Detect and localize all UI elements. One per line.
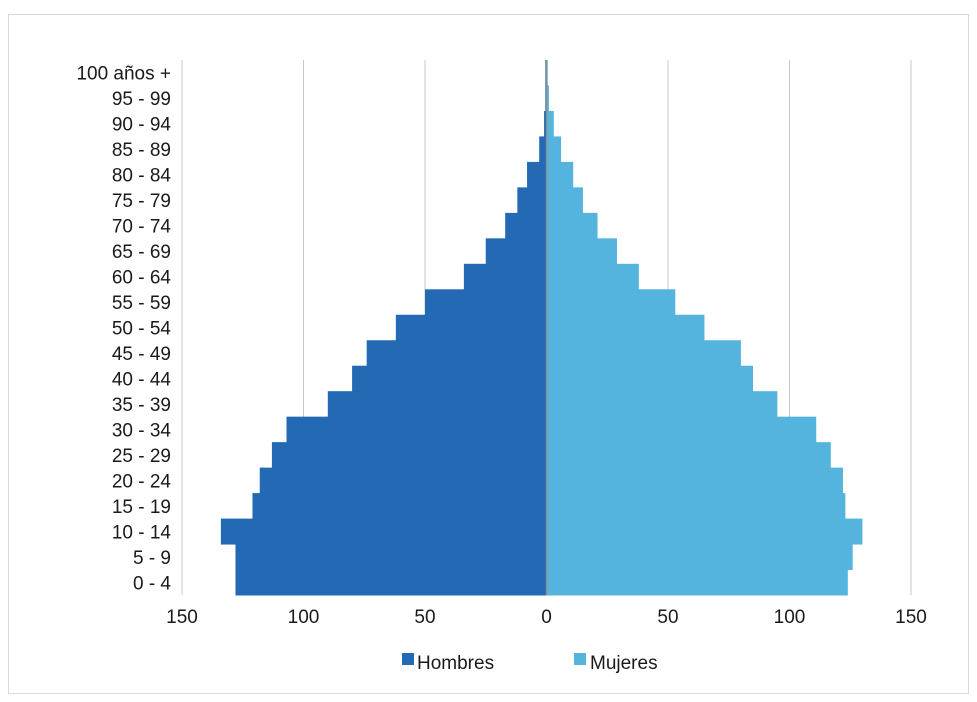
x-tick-label: 150 (166, 607, 198, 628)
legend: Hombres Mujeres (402, 653, 658, 674)
bar-hombres-0 (235, 569, 547, 596)
y-tick-label: 100 años + (76, 64, 171, 85)
legend-swatch-hombres (402, 653, 414, 665)
bar-hombres-6 (286, 416, 547, 443)
x-tick-label: 100 (288, 607, 320, 628)
legend-label-hombres: Hombres (417, 653, 494, 674)
y-tick-label: 85 - 89 (112, 140, 171, 161)
bar-mujeres-1 (546, 544, 853, 571)
y-tick-label: 25 - 29 (112, 446, 171, 467)
bar-mujeres-2 (546, 518, 863, 545)
y-tick-label: 15 - 19 (112, 497, 171, 518)
bar-hombres-7 (327, 391, 547, 418)
y-tick-label: 70 - 74 (112, 217, 172, 238)
bar-hombres-1 (235, 544, 547, 571)
y-tick-label: 55 - 59 (112, 293, 171, 314)
bars (220, 60, 863, 596)
bar-mujeres-10 (546, 314, 705, 341)
bar-hombres-14 (505, 212, 547, 239)
bar-hombres-8 (352, 365, 547, 392)
y-tick-label: 95 - 99 (112, 89, 171, 110)
x-tick-label: 50 (414, 607, 435, 628)
bar-hombres-5 (271, 442, 547, 469)
bar-mujeres-8 (546, 365, 754, 392)
bar-mujeres-3 (546, 493, 846, 520)
legend-swatch-mujeres (574, 653, 586, 665)
bar-mujeres-7 (546, 391, 778, 418)
y-tick-label: 65 - 69 (112, 242, 171, 263)
bar-mujeres-4 (546, 467, 843, 494)
y-tick-label: 50 - 54 (112, 319, 172, 340)
bar-hombres-13 (485, 238, 547, 265)
bar-hombres-15 (517, 187, 547, 214)
y-tick-label: 90 - 94 (112, 115, 172, 136)
x-tick-label: 150 (895, 607, 927, 628)
bar-hombres-17 (539, 136, 547, 163)
bar-mujeres-13 (546, 238, 617, 265)
bar-mujeres-19 (546, 85, 549, 112)
x-tick-label: 100 (774, 607, 806, 628)
bar-mujeres-12 (546, 263, 639, 290)
bar-hombres-2 (220, 518, 547, 545)
y-tick-label: 30 - 34 (112, 420, 172, 441)
bar-hombres-10 (395, 314, 547, 341)
bar-hombres-12 (463, 263, 547, 290)
bar-mujeres-15 (546, 187, 583, 214)
bar-mujeres-0 (546, 569, 848, 596)
y-tick-label: 0 - 4 (133, 573, 171, 594)
legend-label-mujeres: Mujeres (590, 653, 658, 674)
y-tick-label: 75 - 79 (112, 191, 171, 212)
bar-hombres-18 (544, 110, 547, 137)
x-tick-label: 0 (541, 607, 552, 628)
bar-hombres-16 (527, 161, 547, 188)
x-tick-label: 50 (657, 607, 678, 628)
y-tick-label: 40 - 44 (112, 369, 172, 390)
y-tick-label: 45 - 49 (112, 344, 171, 365)
bar-mujeres-17 (546, 136, 562, 163)
bar-mujeres-5 (546, 442, 831, 469)
bar-hombres-9 (366, 340, 547, 367)
y-tick-label: 20 - 24 (112, 471, 172, 492)
y-tick-label: 35 - 39 (112, 395, 171, 416)
x-axis-labels: 150 100 50 0 50 100 150 (166, 607, 927, 628)
y-axis-labels: 0 - 4 5 - 9 10 - 14 15 - 19 20 - 24 25 - 29 30… (76, 64, 171, 595)
y-tick-label: 10 - 14 (112, 522, 172, 543)
y-tick-label: 80 - 84 (112, 166, 172, 187)
bar-mujeres-18 (546, 110, 554, 137)
y-tick-label: 5 - 9 (133, 548, 171, 569)
bar-hombres-3 (252, 493, 547, 520)
bar-mujeres-16 (546, 161, 574, 188)
bar-mujeres-6 (546, 416, 817, 443)
bar-mujeres-9 (546, 340, 741, 367)
y-tick-label: 60 - 64 (112, 268, 172, 289)
bar-mujeres-14 (546, 212, 598, 239)
bar-hombres-11 (425, 289, 547, 316)
bar-hombres-4 (259, 467, 547, 494)
bar-mujeres-11 (546, 289, 676, 316)
